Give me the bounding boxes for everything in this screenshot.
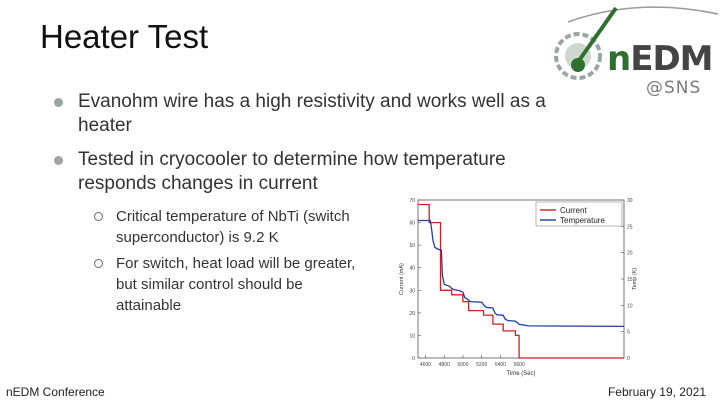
x-tick-label: 5400 — [495, 362, 506, 368]
bullet-item: Tested in cryocooler to determine how te… — [52, 148, 562, 196]
logo-text: nEDM — [607, 39, 714, 79]
legend-box — [535, 201, 623, 227]
y-right-tick-label: 0 — [627, 356, 630, 362]
sub-bullet-text: Critical temperature of NbTi (switch sup… — [116, 208, 350, 246]
legend-label: Current — [560, 206, 587, 215]
logo-edm: EDM — [630, 39, 713, 79]
y-right-tick-label: 5 — [627, 330, 630, 336]
slide-title: Heater Test — [40, 18, 209, 55]
y-right-axis-label: Temp (K) — [632, 268, 638, 290]
legend-label: Temperature — [560, 216, 605, 225]
nedm-logo — [554, 6, 719, 80]
y-tick-label: 30 — [409, 288, 415, 294]
bullet-item: Evanohm wire has a high resistivity and … — [52, 90, 562, 138]
sub-bullet-list: Critical temperature of NbTi (switch sup… — [94, 206, 364, 321]
y-right-tick-label: 10 — [627, 303, 633, 309]
y-axis-label: Current (mA) — [399, 263, 405, 295]
y-right-tick-label: 20 — [627, 251, 633, 257]
sub-bullet-ring-icon — [94, 212, 103, 221]
y-right-tick-label: 25 — [627, 224, 633, 230]
y-right-tick-label: 30 — [627, 198, 633, 204]
y-tick-label: 40 — [409, 266, 415, 272]
x-tick-label: 4800 — [439, 362, 450, 368]
sub-bullet-ring-icon — [94, 259, 103, 268]
x-tick-label: 4600 — [420, 362, 431, 368]
x-tick-label: 5200 — [476, 362, 487, 368]
bullet-text: Evanohm wire has a high resistivity and … — [78, 91, 546, 136]
x-axis-label: Time (Sec) — [506, 371, 535, 377]
logo-subtitle: @SNS — [646, 78, 702, 98]
y-tick-label: 70 — [409, 198, 415, 204]
y-tick-label: 0 — [412, 356, 415, 362]
heater-test-chart: 0 10 20 30 40 50 60 70 0 5 10 15 20 25 30 4600 4800 5000 5… — [399, 198, 638, 377]
logo-n: n — [607, 39, 631, 79]
series-line-temperature — [418, 219, 625, 328]
bullet-list: Evanohm wire has a high resistivity and … — [52, 90, 562, 206]
chart-labels: 0 10 20 30 40 50 60 70 0 5 10 15 20 25 30 4600 4800 5000 5… — [399, 198, 638, 377]
x-tick-label: 5600 — [514, 362, 525, 368]
footer-conference: nEDM Conference — [6, 385, 105, 399]
series-line-current — [418, 203, 624, 359]
footer-date: February 19, 2021 — [607, 385, 706, 399]
logo-globe — [554, 32, 602, 80]
bullet-text: Tested in cryocooler to determine how te… — [78, 149, 506, 194]
logo-trail — [576, 6, 618, 64]
sub-bullet-text: For switch, heat load will be greater, b… — [116, 255, 356, 314]
bullet-dot-icon — [54, 98, 63, 107]
logo-swoosh — [567, 6, 719, 23]
bullet-dot-icon — [54, 156, 63, 165]
sub-bullet-item: For switch, heat load will be greater, b… — [94, 253, 364, 316]
sub-bullet-item: Critical temperature of NbTi (switch sup… — [94, 206, 364, 248]
chart-series — [418, 203, 625, 359]
y-tick-label: 10 — [409, 333, 415, 339]
y-tick-label: 20 — [409, 311, 415, 317]
x-tick-label: 5000 — [457, 362, 468, 368]
logo-ball — [571, 58, 585, 72]
y-tick-label: 50 — [409, 243, 415, 249]
y-right-tick-label: 15 — [627, 277, 633, 283]
y-tick-label: 60 — [409, 221, 415, 227]
